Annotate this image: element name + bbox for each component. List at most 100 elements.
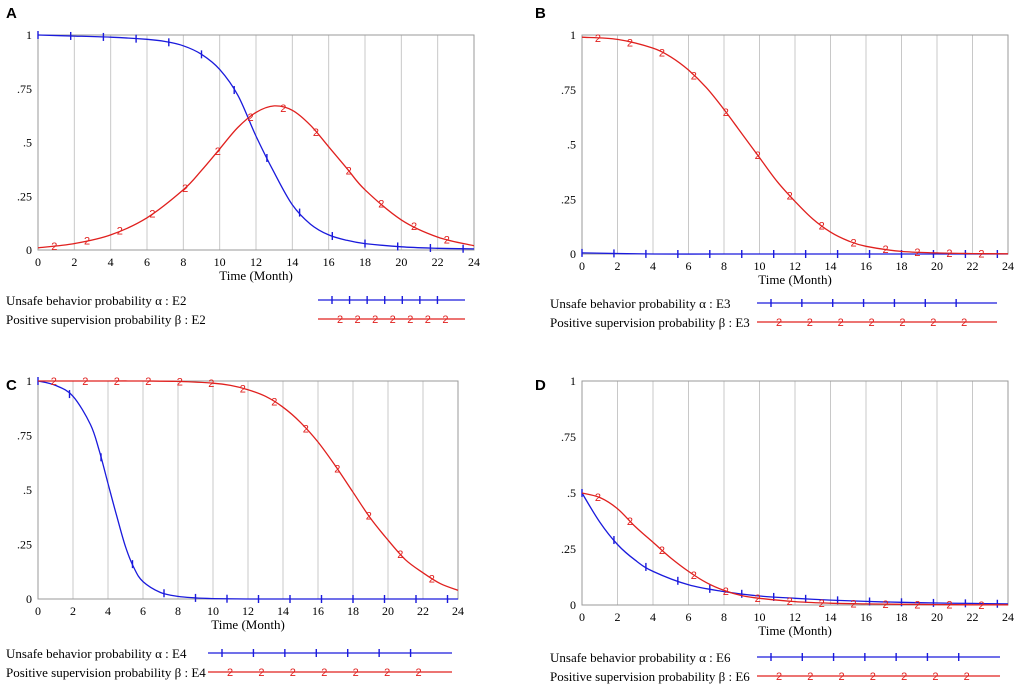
legend-marker: 2 [961, 317, 967, 329]
y-tick-label: 0 [570, 598, 576, 612]
x-tick-label: 14 [825, 259, 837, 273]
series-marker: 2 [787, 596, 793, 608]
series-marker: 2 [787, 191, 793, 203]
x-tick-label: 6 [686, 259, 692, 273]
x-tick-label: 16 [860, 610, 872, 624]
x-tick-label: 22 [417, 604, 429, 618]
series-marker: 2 [117, 226, 123, 238]
x-tick-label: 2 [70, 604, 76, 618]
x-tick-label: 10 [754, 610, 766, 624]
y-tick-label: .75 [561, 430, 576, 444]
series-line-alpha [581, 492, 1009, 605]
x-tick-label: 12 [250, 255, 262, 269]
series-marker: 2 [215, 146, 221, 158]
series-marker: 2 [627, 516, 633, 528]
series-marker: 2 [723, 586, 729, 598]
x-tick-label: 8 [721, 259, 727, 273]
series-marker: 2 [819, 221, 825, 233]
legend-marker: 2 [776, 671, 782, 683]
y-tick-label: .25 [17, 189, 32, 203]
x-tick-label: 18 [359, 255, 371, 269]
x-tick-label: 12 [789, 610, 801, 624]
x-tick-label: 0 [579, 259, 585, 273]
legend-marker: 2 [390, 314, 396, 326]
series-marker: 2 [280, 103, 286, 115]
series-marker: 2 [851, 238, 857, 250]
series-marker: 2 [914, 247, 920, 259]
y-tick-label: 1 [570, 374, 576, 388]
x-tick-label: 2 [615, 259, 621, 273]
legend-marker: 2 [932, 671, 938, 683]
panel-label: A [6, 5, 17, 22]
series-marker: 2 [723, 107, 729, 119]
series-marker: 2 [271, 397, 277, 409]
legend-label: Positive supervision probability β : E2 [6, 312, 206, 327]
x-tick-label: 4 [650, 259, 656, 273]
series-marker: 2 [240, 383, 246, 395]
panel-label: D [535, 377, 546, 394]
legend-label: Positive supervision probability β : E3 [550, 315, 750, 330]
x-tick-label: 2 [615, 610, 621, 624]
series-line-beta [38, 380, 459, 591]
x-tick-label: 22 [967, 259, 979, 273]
legend-marker: 2 [901, 671, 907, 683]
series-line-beta [581, 492, 1008, 606]
x-tick-label: 12 [789, 259, 801, 273]
series-marker: 2 [378, 198, 384, 210]
x-tick-label: 16 [312, 604, 324, 618]
y-tick-label: .25 [561, 542, 576, 556]
series-marker: 2 [177, 377, 183, 389]
series-marker: 2 [346, 165, 352, 177]
legend-marker: 2 [425, 314, 431, 326]
legend-marker: 2 [227, 667, 233, 679]
series-marker: 2 [303, 423, 309, 435]
series-marker: 2 [914, 599, 920, 611]
series-marker: 2 [851, 599, 857, 611]
x-tick-label: 16 [860, 259, 872, 273]
legend-marker: 2 [930, 317, 936, 329]
x-tick-label: 8 [180, 255, 186, 269]
legend-marker: 2 [839, 671, 845, 683]
y-tick-label: 0 [26, 243, 32, 257]
series-marker: 2 [51, 241, 57, 253]
series-marker: 2 [882, 599, 888, 611]
legend-marker: 2 [807, 317, 813, 329]
series-line-beta [581, 36, 1009, 255]
legend-label: Unsafe behavior probability α : E2 [6, 293, 186, 308]
x-tick-label: 14 [277, 604, 289, 618]
legend-marker: 2 [353, 667, 359, 679]
series-marker: 2 [313, 127, 319, 139]
x-tick-label: 8 [721, 610, 727, 624]
x-tick-label: 24 [1002, 610, 1014, 624]
legend-marker: 2 [407, 314, 413, 326]
x-tick-label: 6 [140, 604, 146, 618]
x-tick-label: 4 [105, 604, 111, 618]
y-tick-label: 1 [26, 374, 32, 388]
x-tick-label: 22 [967, 610, 979, 624]
legend-label: Unsafe behavior probability α : E3 [550, 296, 730, 311]
series-marker: 2 [397, 549, 403, 561]
x-tick-label: 14 [825, 610, 837, 624]
legend-marker: 2 [384, 667, 390, 679]
series-line-beta [37, 105, 475, 249]
y-tick-label: 1 [570, 28, 576, 42]
series-marker: 2 [247, 112, 253, 124]
x-tick-label: 24 [452, 604, 464, 618]
series-marker: 2 [208, 378, 214, 390]
x-tick-label: 24 [1002, 259, 1014, 273]
x-tick-label: 20 [382, 604, 394, 618]
x-tick-label: 12 [242, 604, 254, 618]
legend-marker: 2 [416, 667, 422, 679]
series-marker: 2 [978, 249, 984, 261]
x-tick-label: 22 [432, 255, 444, 269]
x-tick-label: 10 [214, 255, 226, 269]
legend-marker: 2 [321, 667, 327, 679]
y-tick-label: 0 [570, 247, 576, 261]
x-tick-label: 20 [931, 610, 943, 624]
series-marker: 2 [659, 545, 665, 557]
series-marker: 2 [444, 234, 450, 246]
